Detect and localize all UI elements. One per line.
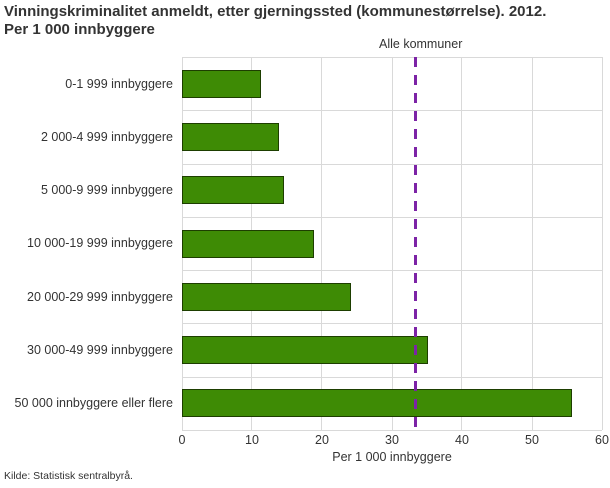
vertical-gridline: [321, 57, 323, 430]
bar: [182, 336, 428, 364]
category-label: 30 000-49 999 innbyggere: [27, 343, 173, 358]
horizontal-gridline: [182, 323, 602, 324]
x-tick-label: 60: [595, 433, 609, 447]
category-label: 20 000-29 999 innbyggere: [27, 289, 173, 304]
horizontal-gridline: [182, 217, 602, 218]
x-axis-ticks: 0 10 20 30 40 50 60: [178, 433, 609, 449]
x-tick-label: 50: [525, 433, 539, 447]
category-label: 50 000 innbyggere eller flere: [14, 396, 173, 411]
x-tick-label: 40: [455, 433, 469, 447]
vertical-gridline: [531, 57, 533, 430]
chart-title: Vinningskriminalitet anmeldt, etter gjer…: [4, 3, 547, 38]
reference-line: [414, 57, 418, 430]
x-tick-label: 0: [178, 433, 186, 447]
plot-area: [181, 57, 603, 431]
x-tick-label: 30: [385, 433, 399, 447]
bar: [182, 176, 285, 204]
horizontal-gridline: [182, 377, 602, 378]
bar: [182, 70, 262, 98]
horizontal-gridline: [182, 57, 602, 58]
x-tick-label: 10: [245, 433, 259, 447]
vertical-gridline: [391, 57, 393, 430]
bar: [182, 389, 572, 417]
bar: [182, 230, 314, 258]
category-label: 2 000-4 999 innbyggere: [40, 129, 173, 144]
vertical-gridline: [601, 57, 603, 430]
category-label: 10 000-19 999 innbyggere: [27, 236, 173, 251]
reference-line-label: Alle kommuner: [379, 37, 463, 51]
category-label: 5 000-9 999 innbyggere: [40, 183, 173, 198]
x-axis-title: Per 1 000 innbyggere: [332, 450, 452, 464]
horizontal-gridline: [182, 430, 602, 431]
source-note: Kilde: Statistisk sentralbyrå.: [4, 470, 133, 482]
x-tick-label: 20: [315, 433, 329, 447]
horizontal-gridline: [182, 164, 602, 165]
vertical-gridline: [461, 57, 463, 430]
bar: [182, 123, 280, 151]
category-label: 0-1 999 innbyggere: [65, 76, 173, 91]
bar: [182, 283, 351, 311]
y-axis-labels: 0-1 999 innbyggere 2 000-4 999 innbyggere…: [0, 57, 178, 430]
horizontal-gridline: [182, 270, 602, 271]
horizontal-gridline: [182, 110, 602, 111]
